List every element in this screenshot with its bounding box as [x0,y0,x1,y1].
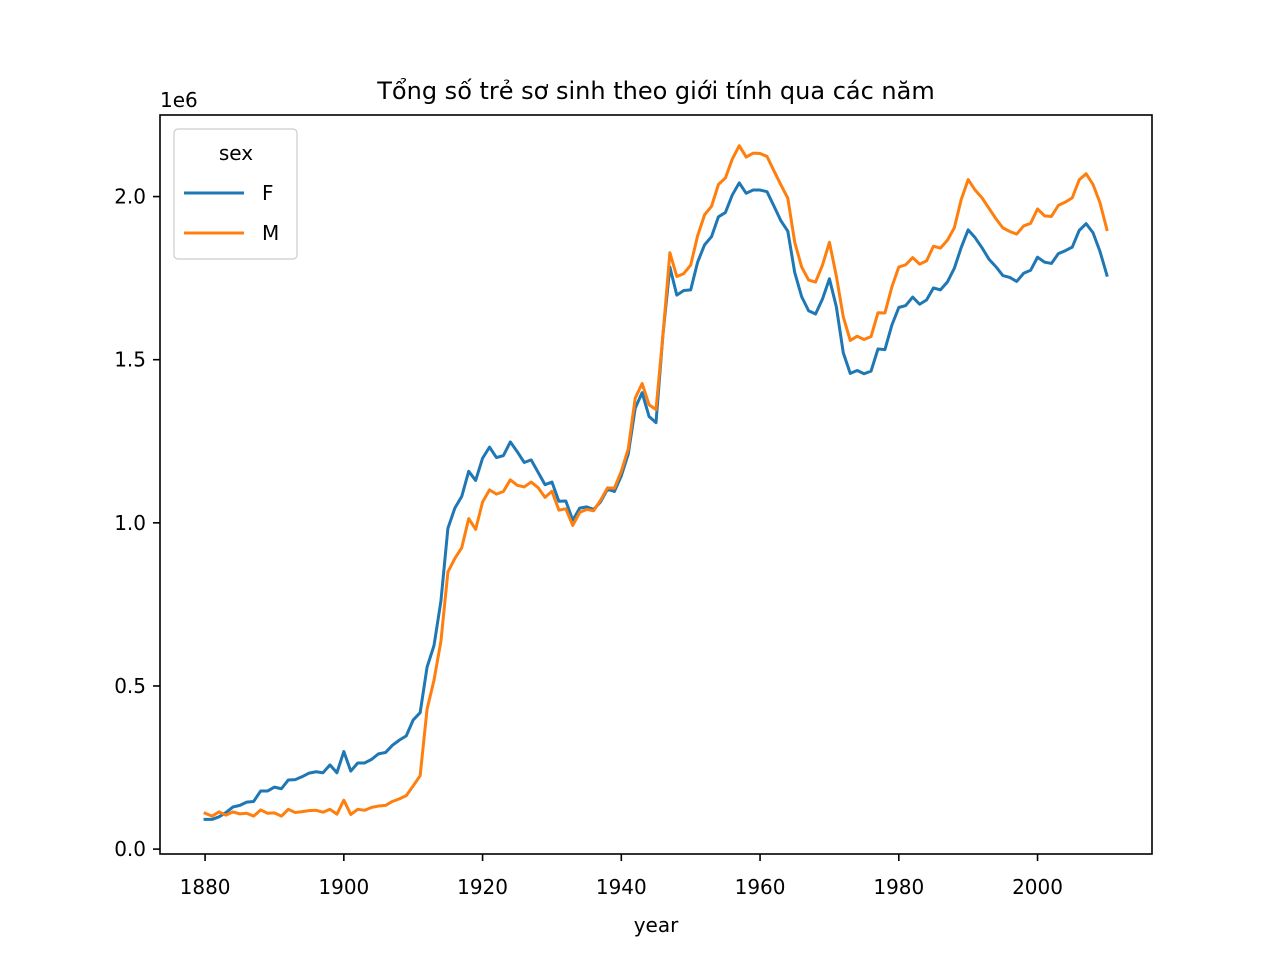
y-tick-label: 2.0 [114,185,146,209]
x-tick-label: 1940 [596,875,647,899]
y-axis-offset-label: 1e6 [160,88,198,112]
plot-area [203,144,1109,821]
y-axis: 0.0 0.5 1.0 1.5 2.0 [114,185,160,861]
series-layer [203,144,1109,821]
x-tick-label: 1900 [318,875,369,899]
x-tick-label: 1880 [180,875,231,899]
series-line-f [203,181,1109,821]
y-tick-label: 0.0 [114,837,146,861]
y-tick-label: 0.5 [114,674,146,698]
chart-title: Tổng số trẻ sơ sinh theo giới tính qua c… [376,77,934,105]
x-tick-label: 1920 [457,875,508,899]
legend-label-m: M [262,221,279,245]
x-tick-label: 1960 [735,875,786,899]
y-tick-label: 1.0 [114,511,146,535]
legend: sex FM [173,128,298,260]
x-tick-label: 1980 [873,875,924,899]
y-tick-label: 1.5 [114,348,146,372]
plot-frame [159,114,1153,855]
x-tick-label: 2000 [1012,875,1063,899]
legend-title: sex [219,141,253,165]
series-line-m [203,144,1109,818]
x-axis: 1880 1900 1920 1940 1960 1980 2000 [180,854,1063,899]
legend-label-f: F [262,181,274,205]
x-axis-label: year [634,913,679,937]
